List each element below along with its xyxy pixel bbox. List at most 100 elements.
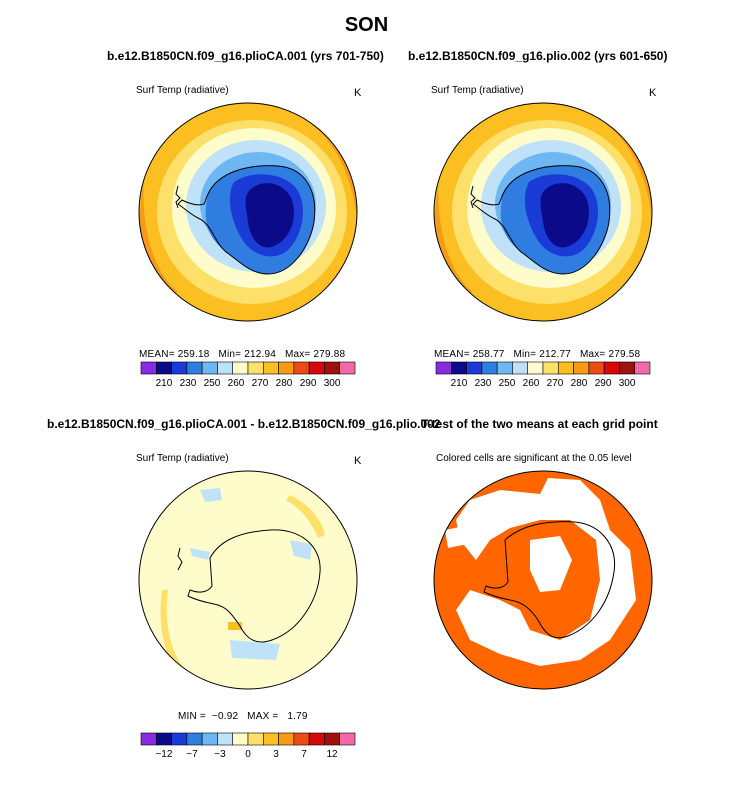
min-value: 212.77: [539, 349, 571, 360]
colorbar-swatch: [232, 732, 249, 746]
colorbar-swatch: [634, 361, 651, 375]
bottom-left-stats: MIN = −0.92 MAX = 1.79: [178, 711, 308, 722]
colorbar-tick-label: 260: [227, 378, 245, 389]
colorbar-tick-label: 210: [450, 378, 468, 389]
page-title: SON: [344, 14, 389, 36]
colorbar-tick-label: 280: [570, 378, 588, 389]
top-right-colorbar: [435, 361, 651, 375]
colorbar-swatch: [512, 361, 529, 375]
difference-map-border: [138, 470, 358, 690]
colorbar-swatch: [247, 361, 264, 375]
bottom-right-title: T-test of the two means at each grid poi…: [421, 417, 658, 431]
difference-colorbar: [140, 732, 356, 746]
mean-value: 258.77: [472, 349, 505, 360]
colorbar-swatch: [557, 361, 574, 375]
colorbar-swatch: [201, 732, 218, 746]
colorbar-swatch: [496, 361, 513, 375]
colorbar-tick-label: 260: [522, 378, 540, 389]
colorbar-tick-label: 290: [594, 378, 612, 389]
max-label: Max=: [284, 349, 311, 360]
top-right-variable-label: Surf Temp (radiative): [431, 85, 524, 96]
colorbar-swatch: [324, 732, 341, 746]
min-value: 212.94: [244, 349, 276, 360]
colorbar-swatch: [186, 732, 203, 746]
mean-value: 259.18: [177, 349, 210, 360]
colorbar-swatch: [186, 361, 203, 375]
significance-map-border: [433, 470, 653, 690]
bottom-left-variable-label: Surf Temp (radiative): [136, 453, 229, 464]
colorbar-tick-label: 230: [474, 378, 492, 389]
colorbar-swatch: [603, 361, 620, 375]
bottom-left-unit: K: [354, 455, 362, 467]
colorbar-swatch: [339, 732, 356, 746]
top-right-unit: K: [649, 87, 657, 99]
colorbar-tick-label: 290: [299, 378, 317, 389]
colorbar-tick-label: 270: [546, 378, 564, 389]
colorbar-tick-label: 0: [245, 749, 251, 760]
colorbar-swatch: [308, 732, 325, 746]
max-value: 279.58: [608, 349, 641, 360]
colorbar-tick-label: 3: [273, 749, 279, 760]
top-right-stats: MEAN= 258.77 Min= 212.77 Max= 279.58: [434, 349, 640, 360]
top-left-unit: K: [354, 87, 362, 99]
colorbar-tick-label: 280: [275, 378, 293, 389]
colorbar-swatch: [262, 361, 279, 375]
colorbar-swatch: [293, 732, 310, 746]
colorbar-tick-label: 300: [323, 378, 341, 389]
colorbar-tick-label: 270: [251, 378, 269, 389]
colorbar-tick-label: −12: [155, 749, 173, 760]
colorbar-swatch: [527, 361, 544, 375]
min-label: Min=: [218, 349, 242, 360]
colorbar-swatch: [278, 361, 295, 375]
max-value: 1.79: [287, 711, 308, 722]
colorbar-swatch: [217, 732, 234, 746]
colorbar-swatch: [140, 732, 157, 746]
colorbar-swatch: [171, 732, 188, 746]
colorbar-swatch: [262, 732, 279, 746]
colorbar-tick-label: −7: [186, 749, 198, 760]
colorbar-swatch: [588, 361, 605, 375]
min-label: MIN =: [178, 711, 206, 722]
colorbar-swatch: [619, 361, 636, 375]
max-label: MAX =: [247, 711, 279, 722]
colorbar-swatch: [201, 361, 218, 375]
colorbar-swatch: [247, 732, 264, 746]
colorbar-swatch: [140, 361, 157, 375]
colorbar-swatch: [542, 361, 559, 375]
colorbar-swatch: [155, 732, 172, 746]
colorbar-swatch: [450, 361, 467, 375]
top-left-stats: MEAN= 259.18 Min= 212.94 Max= 279.88: [139, 349, 345, 360]
colorbar-swatch: [155, 361, 172, 375]
min-label: Min=: [513, 349, 537, 360]
colorbar-swatch: [339, 361, 356, 375]
top-left-temperature-map: [139, 103, 357, 321]
colorbar-tick-label: 210: [155, 378, 173, 389]
difference-map: [139, 471, 357, 689]
colorbar-swatch: [573, 361, 590, 375]
significance-map: [434, 471, 652, 689]
colorbar-tick-label: −3: [214, 749, 226, 760]
colorbar-swatch: [293, 361, 310, 375]
colorbar-swatch: [481, 361, 498, 375]
top-left-variable-label: Surf Temp (radiative): [136, 85, 229, 96]
colorbar-swatch: [466, 361, 483, 375]
top-left-colorbar: [140, 361, 356, 375]
max-value: 279.88: [313, 349, 346, 360]
top-left-map-border: [138, 102, 358, 322]
min-value: −0.92: [211, 711, 239, 722]
colorbar-swatch: [232, 361, 249, 375]
colorbar-swatch: [278, 732, 295, 746]
colorbar-tick-label: 250: [498, 378, 516, 389]
bottom-right-significance-label: Colored cells are significant at the 0.0…: [436, 453, 632, 464]
mean-label: MEAN=: [139, 349, 175, 360]
top-right-title: b.e12.B1850CN.f09_g16.plio.002 (yrs 601-…: [408, 49, 668, 63]
mean-label: MEAN=: [434, 349, 470, 360]
colorbar-swatch: [217, 361, 234, 375]
colorbar-swatch: [171, 361, 188, 375]
top-left-title: b.e12.B1850CN.f09_g16.plioCA.001 (yrs 70…: [107, 49, 384, 63]
colorbar-swatch: [308, 361, 325, 375]
top-right-temperature-map: [434, 103, 652, 321]
colorbar-tick-label: 300: [618, 378, 636, 389]
colorbar-swatch: [435, 361, 452, 375]
